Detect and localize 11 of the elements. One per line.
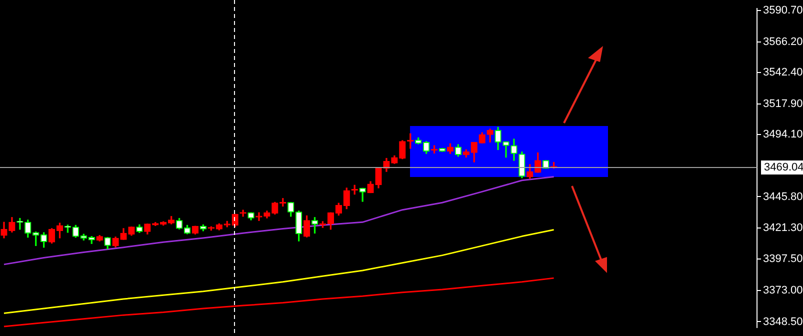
y-tick-label: 3590.70 bbox=[763, 4, 803, 17]
y-tick-label: 3566.20 bbox=[763, 36, 803, 48]
y-tick-label: 3445.80 bbox=[763, 190, 803, 203]
y-tick-label: 3373.00 bbox=[763, 284, 803, 296]
y-tick-label: 3397.50 bbox=[763, 252, 803, 265]
candlestick bbox=[256, 212, 262, 221]
y-tick-label: 3494.10 bbox=[763, 128, 803, 141]
y-tick-label: 3517.90 bbox=[763, 98, 803, 110]
y-tick-label: 3421.30 bbox=[763, 222, 803, 234]
y-tick-label: 3542.40 bbox=[763, 66, 803, 79]
y-tick-label: 3348.50 bbox=[763, 316, 803, 328]
